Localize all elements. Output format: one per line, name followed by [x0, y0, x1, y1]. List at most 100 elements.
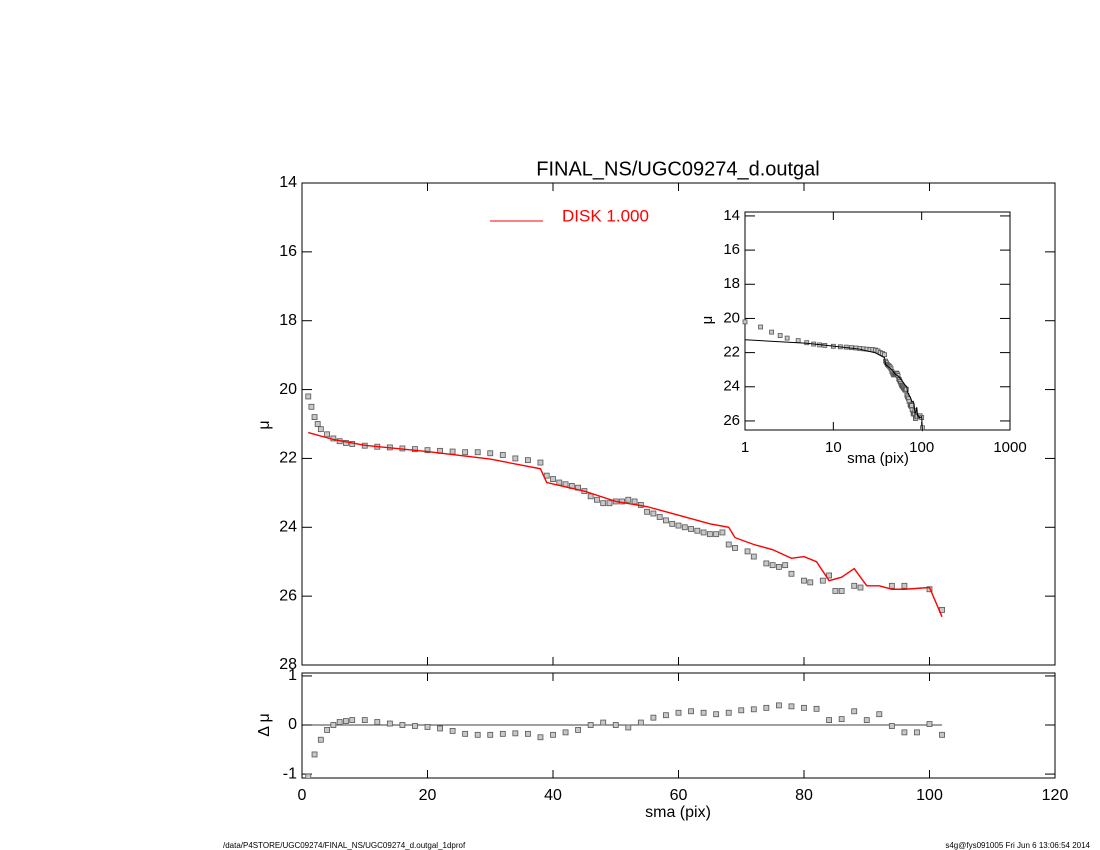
data-point: [631, 498, 638, 505]
data-point: [399, 722, 406, 728]
data-point: [449, 727, 456, 734]
residual-y-label: Δ μ: [256, 713, 273, 736]
data-point: [587, 722, 594, 728]
data-point: [525, 457, 531, 464]
data-point: [644, 508, 651, 515]
data-point: [863, 717, 870, 724]
data-point: [556, 479, 563, 486]
data-point: [801, 577, 807, 584]
data-point: [763, 704, 770, 711]
x-tick-label: 100: [909, 439, 934, 456]
data-point: [305, 773, 312, 778]
data-point: [888, 582, 895, 589]
x-tick-label: 10: [825, 439, 842, 456]
y-tick-label: 14: [279, 174, 297, 191]
data-point: [537, 459, 544, 466]
footer-left: /data/P4STORE/UGC09274/FINAL_NS/UGC09274…: [223, 841, 466, 850]
data-point: [656, 514, 663, 520]
data-point: [361, 717, 368, 724]
model-line: [308, 431, 943, 618]
y-tick-label: 16: [723, 241, 740, 258]
data-point: [763, 560, 770, 567]
x-tick-label: 40: [544, 787, 562, 804]
data-point: [926, 721, 933, 727]
x-tick-label: 1: [741, 439, 749, 456]
data-point: [499, 452, 506, 458]
x-tick-label: 80: [795, 787, 813, 804]
data-point: [914, 729, 920, 736]
y-tick-label: 24: [279, 519, 297, 536]
data-point: [474, 731, 481, 738]
data-point: [681, 524, 688, 531]
data-point: [769, 329, 774, 335]
data-point: [738, 707, 745, 714]
data-point: [474, 449, 481, 456]
data-point: [311, 751, 318, 758]
data-point: [688, 526, 694, 532]
y-tick-label: 28: [279, 656, 297, 673]
x-tick-label: 120: [1042, 787, 1069, 804]
data-point: [838, 588, 845, 594]
data-point: [700, 529, 707, 536]
data-point: [801, 704, 807, 711]
y-tick-label: 0: [288, 716, 297, 733]
data-point: [851, 582, 858, 589]
y-tick-label: 20: [723, 309, 740, 326]
y-axis-label: μ: [256, 420, 273, 429]
x-tick-label: 1000: [993, 439, 1026, 456]
data-point: [349, 717, 356, 724]
data-point: [314, 421, 321, 427]
data-point: [600, 500, 607, 507]
inset-y-label: μ: [699, 316, 716, 325]
data-point: [826, 717, 832, 724]
data-point: [587, 493, 594, 500]
data-point: [694, 527, 701, 534]
data-point: [744, 548, 751, 555]
data-point: [424, 447, 431, 454]
data-point: [625, 496, 632, 503]
y-tick-label: 24: [723, 378, 740, 395]
y-tick-label: 20: [279, 381, 297, 398]
data-point: [374, 719, 381, 725]
data-point: [742, 319, 748, 325]
data-point: [487, 450, 494, 457]
y-tick-label: 26: [723, 412, 740, 429]
data-point: [305, 393, 312, 400]
data-point: [650, 510, 657, 517]
data-point: [600, 719, 607, 726]
data-point: [317, 426, 324, 433]
data-point: [795, 338, 801, 344]
y-tick-label: 16: [279, 243, 297, 260]
data-point: [769, 562, 776, 569]
data-point: [903, 386, 909, 392]
data-point: [336, 719, 343, 725]
data-point: [882, 352, 887, 358]
data-point: [343, 718, 349, 724]
data-point: [758, 324, 763, 330]
x-tick-label: 100: [916, 787, 943, 804]
data-point: [776, 702, 782, 709]
data-point: [512, 455, 519, 462]
data-point: [669, 520, 676, 527]
data-point: [901, 729, 908, 736]
y-tick-label: 18: [723, 275, 740, 292]
data-point: [412, 723, 418, 729]
y-tick-label: 26: [279, 587, 297, 604]
data-point: [876, 711, 883, 718]
data-point: [550, 476, 556, 482]
data-point: [324, 727, 331, 733]
data-point: [308, 403, 315, 410]
data-point: [807, 579, 814, 586]
y-tick-label: 1: [288, 667, 297, 684]
data-point: [782, 562, 789, 569]
data-point: [487, 731, 494, 738]
data-point: [776, 563, 782, 570]
data-point: [330, 722, 337, 728]
data-point: [857, 584, 864, 591]
data-point: [706, 531, 713, 538]
data-point: [324, 431, 331, 438]
data-point: [719, 529, 726, 536]
data-point: [826, 572, 832, 579]
data-point: [386, 720, 393, 727]
